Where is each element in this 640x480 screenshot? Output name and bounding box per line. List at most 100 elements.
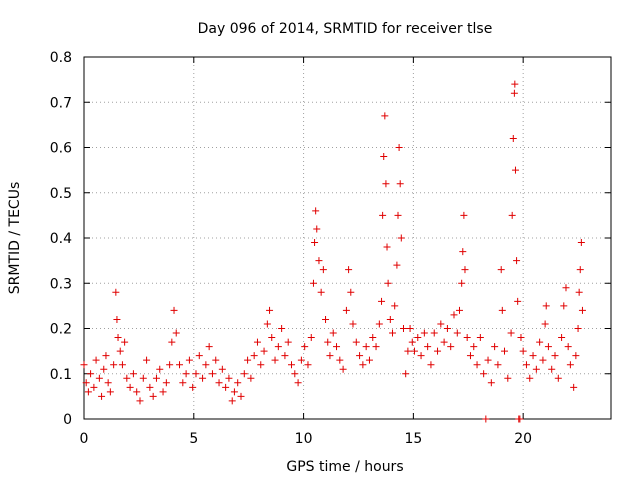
data-point bbox=[404, 347, 412, 355]
y-tick-label: 0.1 bbox=[50, 367, 72, 383]
data-point bbox=[222, 383, 230, 391]
data-point bbox=[202, 361, 210, 369]
data-point bbox=[383, 243, 391, 251]
data-point bbox=[508, 211, 516, 219]
data-point bbox=[369, 334, 377, 342]
data-point bbox=[548, 365, 556, 373]
data-point bbox=[437, 320, 445, 328]
data-point bbox=[218, 365, 226, 373]
data-point bbox=[110, 361, 118, 369]
data-point bbox=[453, 329, 461, 337]
data-point bbox=[121, 338, 129, 346]
data-point bbox=[313, 225, 321, 233]
data-point bbox=[399, 325, 407, 332]
data-point bbox=[162, 379, 170, 387]
data-point bbox=[408, 338, 416, 346]
data-point bbox=[172, 329, 180, 337]
data-point bbox=[402, 370, 410, 378]
data-point bbox=[98, 392, 106, 400]
data-point bbox=[288, 361, 296, 369]
data-point bbox=[480, 370, 488, 378]
data-point bbox=[395, 144, 403, 151]
data-point bbox=[501, 347, 509, 355]
data-point bbox=[312, 207, 320, 215]
data-point bbox=[560, 302, 568, 310]
data-point bbox=[511, 80, 519, 88]
data-point bbox=[516, 415, 524, 423]
data-point bbox=[159, 388, 167, 396]
y-axis-label: SRMTID / TECUs bbox=[7, 182, 23, 295]
data-point bbox=[491, 343, 499, 351]
data-point bbox=[487, 379, 495, 387]
x-axis-label: GPS time / hours bbox=[286, 459, 403, 475]
data-point bbox=[391, 302, 399, 310]
data-point bbox=[294, 379, 302, 387]
data-point bbox=[260, 347, 268, 355]
data-point bbox=[443, 325, 451, 332]
data-point bbox=[389, 329, 397, 337]
data-point bbox=[322, 315, 330, 323]
data-point bbox=[271, 356, 279, 364]
data-point bbox=[143, 356, 151, 364]
data-point bbox=[494, 361, 502, 369]
data-point bbox=[359, 361, 367, 369]
data-point bbox=[576, 266, 584, 274]
data-point bbox=[536, 338, 544, 346]
data-point bbox=[336, 356, 344, 364]
data-point bbox=[215, 379, 223, 387]
data-point bbox=[228, 397, 236, 405]
data-point bbox=[542, 302, 550, 310]
data-point bbox=[430, 329, 438, 337]
data-point bbox=[532, 365, 540, 373]
data-point bbox=[342, 306, 350, 314]
data-point bbox=[509, 134, 517, 142]
data-point bbox=[139, 374, 147, 382]
data-point bbox=[558, 334, 566, 342]
y-tick-label: 0.5 bbox=[50, 186, 72, 202]
data-point bbox=[463, 334, 471, 342]
data-point bbox=[113, 315, 121, 323]
data-point bbox=[482, 415, 490, 423]
data-point bbox=[447, 343, 455, 351]
data-point bbox=[317, 288, 325, 296]
data-point bbox=[417, 352, 425, 360]
data-point bbox=[424, 343, 432, 351]
data-point bbox=[566, 361, 574, 369]
chart-title: Day 096 of 2014, SRMTID for receiver tls… bbox=[198, 21, 493, 37]
data-point bbox=[345, 266, 353, 274]
data-point bbox=[498, 306, 506, 314]
data-point bbox=[466, 352, 474, 360]
data-point bbox=[356, 352, 364, 360]
data-point bbox=[291, 370, 299, 378]
data-point bbox=[394, 211, 402, 219]
y-tick-label: 0 bbox=[63, 412, 72, 428]
data-point bbox=[517, 334, 525, 342]
data-point bbox=[168, 338, 176, 346]
data-point bbox=[379, 211, 387, 219]
data-point bbox=[278, 325, 286, 332]
data-point bbox=[104, 379, 112, 387]
data-point bbox=[253, 338, 261, 346]
data-point bbox=[240, 370, 248, 378]
data-point bbox=[349, 320, 357, 328]
data-point bbox=[156, 365, 164, 373]
data-point bbox=[511, 166, 519, 174]
data-point bbox=[166, 361, 174, 369]
data-point bbox=[266, 306, 274, 314]
data-point bbox=[126, 383, 134, 391]
data-point bbox=[396, 180, 404, 188]
data-point bbox=[541, 320, 549, 328]
data-point bbox=[205, 343, 213, 351]
data-point bbox=[263, 320, 271, 328]
data-point bbox=[539, 356, 547, 364]
data-point bbox=[192, 370, 200, 378]
data-point bbox=[212, 356, 220, 364]
data-point bbox=[84, 388, 92, 396]
data-point bbox=[386, 315, 394, 323]
data-point bbox=[513, 257, 521, 265]
data-point bbox=[378, 297, 386, 305]
data-point bbox=[522, 361, 530, 369]
data-point bbox=[427, 361, 435, 369]
y-tick-label: 0.8 bbox=[50, 50, 72, 66]
y-tick-label: 0.7 bbox=[50, 95, 72, 111]
